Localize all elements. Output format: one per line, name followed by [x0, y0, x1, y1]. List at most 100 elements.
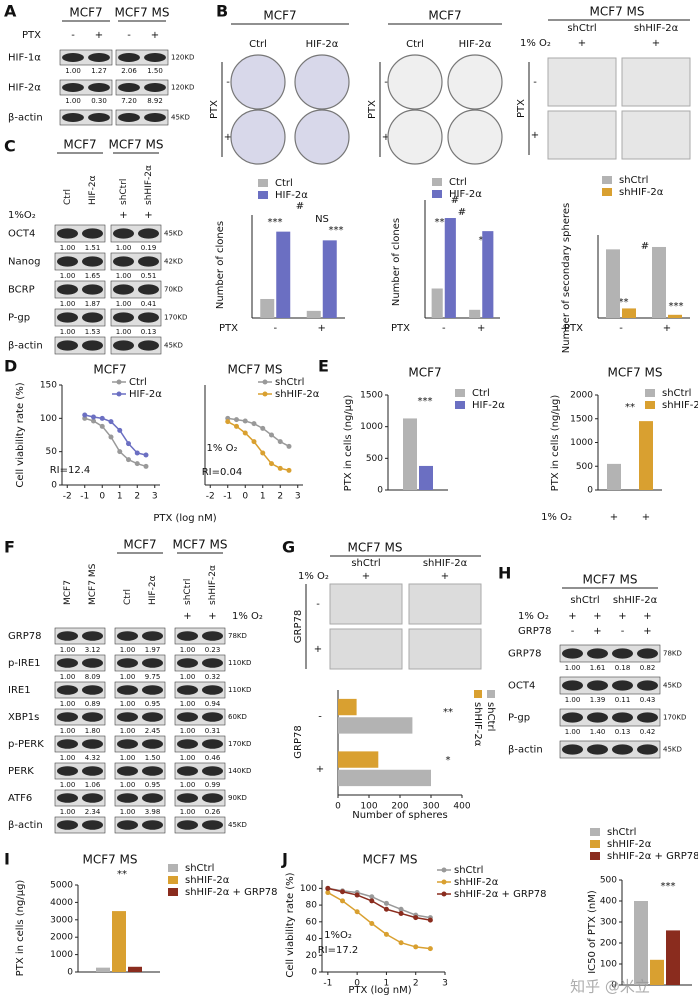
panel-letter: D [4, 357, 17, 376]
blot-band [562, 680, 583, 691]
quant-label: 0.42 [640, 728, 656, 736]
blot-band [82, 284, 103, 295]
point [340, 898, 345, 904]
x-axis-label: PTX [391, 323, 410, 334]
annotation: RI=17.2 [318, 945, 359, 956]
bar [338, 698, 357, 716]
x-tick-label: -1 [323, 979, 332, 989]
point [269, 432, 274, 438]
quant-label: 1.50 [145, 754, 161, 762]
y-axis-label: Number of secondary spheres [561, 203, 572, 353]
legend-label: shCtrl [185, 863, 214, 874]
group-label: MCF7 [123, 538, 156, 552]
bar [260, 298, 275, 318]
quant-label: 0.23 [205, 646, 221, 654]
y-tick-label: 0 [611, 981, 617, 991]
legend-label: shHIF-2α [454, 877, 499, 888]
dish-image [294, 54, 350, 110]
quant-label: 0.19 [141, 244, 157, 252]
condition-mark: + [151, 30, 159, 41]
x-tick-label: + [477, 323, 485, 334]
quant-label: 1.00 [60, 700, 76, 708]
blot-band [202, 820, 223, 830]
legend-label: Ctrl [472, 388, 490, 399]
blot-band [142, 712, 163, 722]
blot-band [612, 712, 633, 723]
x-tick-label: + [610, 512, 618, 523]
x-tick-label: 1 [384, 979, 390, 989]
row-mark: + [224, 132, 232, 143]
point [82, 412, 88, 418]
quant-label: 0.13 [141, 328, 157, 336]
blot-band [202, 712, 223, 722]
point [269, 461, 274, 467]
legend-swatch [168, 864, 178, 872]
quant-label: 1.40 [590, 728, 606, 736]
micrograph [621, 110, 691, 160]
blot-band [202, 739, 223, 749]
x-tick-label: 200 [391, 802, 408, 812]
quant-label: 1.00 [116, 244, 132, 252]
blot-band [118, 53, 140, 62]
condition-mark: + [593, 626, 601, 637]
quant-label: 1.53 [85, 328, 101, 336]
kd-label: 60KD [228, 713, 247, 721]
condition-mark: + [643, 611, 651, 622]
blot-band [142, 766, 163, 776]
quant-label: 0.89 [85, 700, 101, 708]
kd-label: 78KD [663, 650, 682, 658]
y-axis-label: PTX in cells (ng/μg) [343, 395, 354, 492]
legend-label: shHIF-2α [607, 839, 652, 850]
x-tick-label: -2 [63, 492, 72, 502]
blot-band [637, 648, 658, 659]
kd-label: 110KD [228, 659, 251, 667]
point [234, 423, 239, 429]
point [126, 457, 131, 463]
blot-band [637, 680, 658, 691]
y-tick-label: 100 [300, 884, 317, 894]
point [369, 894, 375, 900]
y-tick-label: 0 [67, 968, 73, 978]
row-label: PTX [209, 100, 220, 119]
point [369, 898, 375, 904]
quant-label: 1.00 [60, 781, 76, 789]
blot-band [177, 631, 198, 641]
quant-label: 1.00 [60, 646, 76, 654]
legend-label: shHIF-2α + GRP78 [185, 887, 278, 898]
blot-strip [559, 644, 661, 663]
quant-label: 1.00 [60, 808, 76, 816]
chart-title: MCF7 [93, 363, 126, 377]
point [260, 425, 266, 431]
y-tick-label: 150 [40, 381, 57, 391]
y-tick-label: 40 [306, 934, 318, 944]
legend-swatch [590, 840, 600, 848]
column-label: HIF-2α [306, 39, 339, 50]
kd-label: 45KD [663, 682, 682, 690]
quant-label: 1.00 [180, 673, 196, 681]
bar [666, 930, 680, 985]
quant-label: 1.00 [120, 673, 136, 681]
quant-label: 1.00 [120, 808, 136, 816]
legend-swatch [645, 401, 655, 409]
blot-strip [559, 740, 661, 759]
legend-label: shCtrl [485, 702, 496, 731]
quant-label: 0.30 [91, 97, 107, 105]
blot-band [57, 820, 78, 830]
legend-label: shCtrl [275, 377, 304, 388]
x-tick-label: + [663, 323, 671, 334]
lane-label: Ctrl [63, 189, 73, 205]
point [427, 946, 433, 952]
blot-band [57, 284, 78, 295]
x-axis-label: Number of spheres [352, 810, 447, 821]
condition-label: 1% O₂ [520, 38, 551, 49]
blot-band [113, 228, 134, 239]
column-label: Ctrl [249, 39, 267, 50]
condition-mark: + [578, 38, 586, 49]
point [413, 915, 419, 921]
quant-label: 1.00 [120, 646, 136, 654]
lane-label: shCtrl [119, 179, 129, 205]
legend-swatch [455, 401, 465, 409]
quant-label: 1.00 [60, 300, 76, 308]
dish-image [447, 109, 503, 165]
protein-label: P-gp [508, 713, 530, 724]
